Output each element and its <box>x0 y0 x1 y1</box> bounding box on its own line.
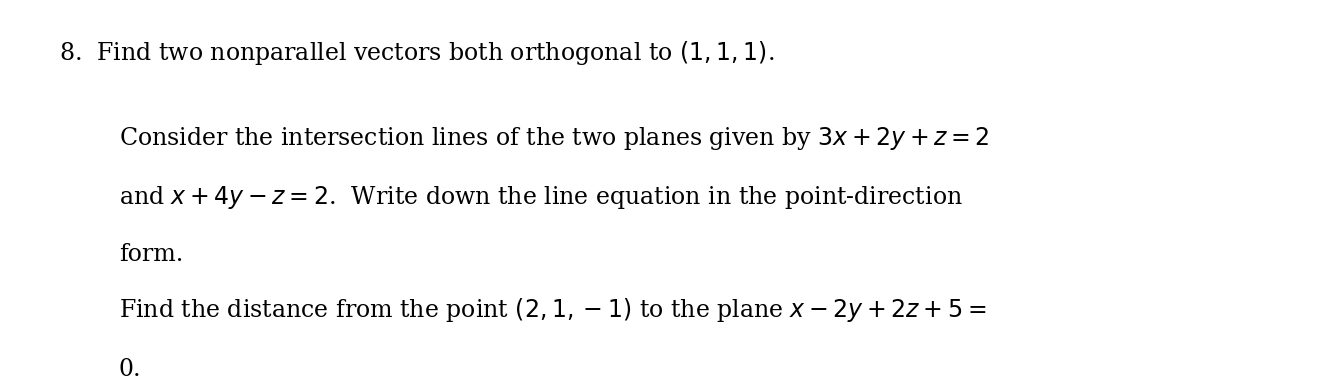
Text: form.: form. <box>119 243 184 266</box>
Text: 0.: 0. <box>119 358 141 378</box>
Text: 8.  Find two nonparallel vectors both orthogonal to $(1, 1, 1)$.: 8. Find two nonparallel vectors both ort… <box>59 39 775 67</box>
Text: Find the distance from the point $(2, 1, -1)$ to the plane $x-2y+2z+5 =$: Find the distance from the point $(2, 1,… <box>119 296 986 324</box>
Text: and $x+4y-z = 2$.  Write down the line equation in the point-direction: and $x+4y-z = 2$. Write down the line eq… <box>119 184 962 211</box>
Text: Consider the intersection lines of the two planes given by $3x+2y+z = 2$: Consider the intersection lines of the t… <box>119 125 990 152</box>
